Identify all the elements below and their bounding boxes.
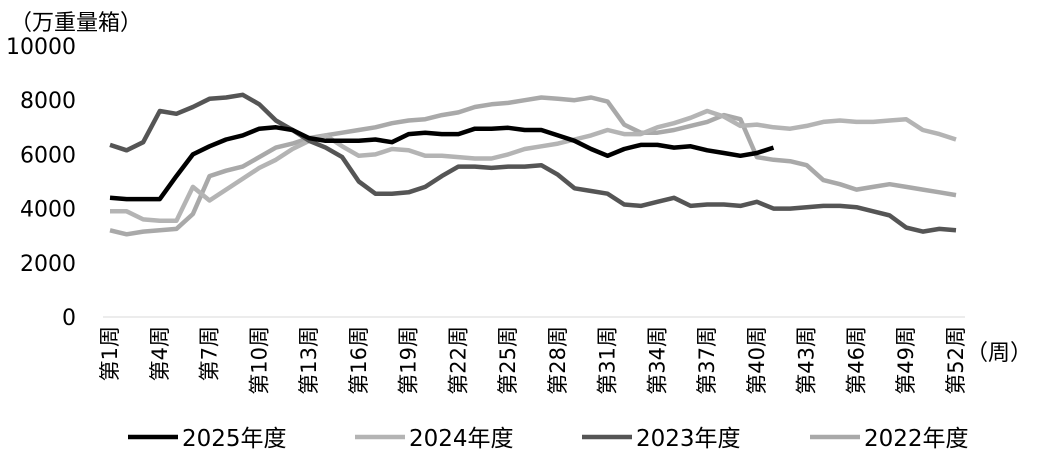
x-tick-label: 第19周	[397, 326, 421, 395]
x-tick-label: 第31周	[596, 326, 620, 395]
x-axis-unit-label: （周）	[966, 341, 1032, 366]
x-tick-label: 第37周	[695, 326, 719, 395]
x-tick-label: 第25周	[496, 326, 520, 395]
x-tick-label: 第1周	[98, 326, 122, 381]
series-line-2025年度	[109, 125, 775, 202]
legend-label: 2022年度	[864, 426, 969, 452]
x-tick-label: 第46周	[844, 326, 868, 395]
x-tick-label: 第43周	[795, 326, 819, 395]
x-tick-label: 第34周	[645, 326, 669, 395]
x-tick-label: 第13周	[297, 326, 321, 395]
x-tick-label: 第22周	[446, 326, 470, 395]
series-line-2022年度	[109, 95, 957, 237]
x-tick-label: 第52周	[944, 326, 968, 395]
x-tick-label: 第40周	[745, 326, 769, 395]
x-tick-label: 第16周	[347, 326, 371, 395]
legend-label: 2023年度	[636, 426, 741, 452]
legend-label: 2025年度	[182, 426, 287, 452]
x-tick-label: 第4周	[148, 326, 172, 381]
y-axis-unit-label: （万重量箱）	[10, 11, 142, 36]
y-tick-label: 8000	[20, 89, 76, 114]
series-line-2024年度	[110, 108, 957, 224]
x-tick-label: 第49周	[894, 326, 918, 395]
x-tick-label: 第10周	[247, 326, 271, 395]
x-tick-label: 第7周	[198, 326, 222, 381]
y-tick-label: 0	[62, 306, 76, 331]
y-tick-label: 6000	[20, 143, 76, 168]
y-tick-label: 10000	[6, 35, 76, 60]
legend-label: 2024年度	[409, 426, 514, 452]
y-tick-label: 2000	[20, 252, 76, 277]
y-tick-label: 4000	[20, 198, 76, 223]
x-tick-label: 第28周	[546, 326, 570, 395]
series-line-2023年度	[109, 92, 957, 234]
